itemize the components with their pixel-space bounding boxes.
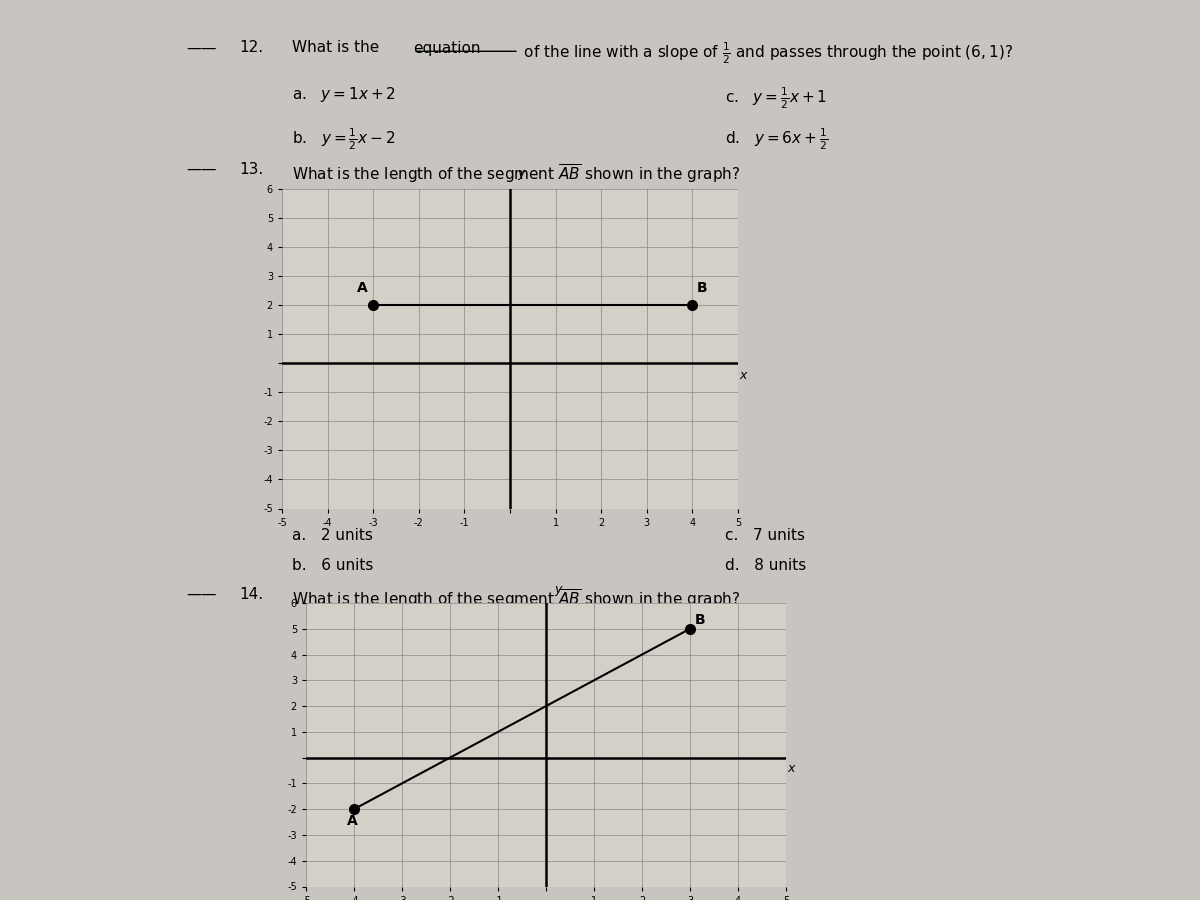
Text: a.   2 units: a. 2 units (292, 528, 373, 544)
Text: 13.: 13. (239, 162, 263, 177)
Text: What is the length of the segment $\overline{AB}$ shown in the graph?: What is the length of the segment $\over… (292, 162, 740, 184)
Text: y: y (554, 582, 562, 596)
Text: ——: —— (186, 40, 217, 56)
Text: x: x (739, 369, 746, 382)
Text: What is the: What is the (292, 40, 384, 56)
Text: b.   6 units: b. 6 units (292, 558, 373, 573)
Text: x: x (787, 761, 794, 775)
Text: 12.: 12. (239, 40, 263, 56)
Text: d.   8 units: d. 8 units (725, 558, 806, 573)
Text: y: y (517, 167, 526, 180)
Text: ——: —— (186, 587, 217, 602)
Text: B: B (695, 613, 706, 626)
Text: ——: —— (186, 162, 217, 177)
Text: c.   7 units: c. 7 units (725, 528, 805, 544)
Text: A: A (347, 814, 358, 828)
Text: b.   $y = \frac{1}{2}x - 2$: b. $y = \frac{1}{2}x - 2$ (292, 126, 395, 151)
Text: 14.: 14. (239, 587, 263, 602)
Text: d.   $y = 6x + \frac{1}{2}$: d. $y = 6x + \frac{1}{2}$ (725, 126, 828, 151)
Text: c.   $y = \frac{1}{2}x + 1$: c. $y = \frac{1}{2}x + 1$ (725, 86, 827, 111)
Text: of the line with a slope of $\frac{1}{2}$ and passes through the point $(6,1)$?: of the line with a slope of $\frac{1}{2}… (518, 40, 1013, 66)
Text: B: B (697, 281, 708, 295)
Text: What is the length of the segment $\overline{AB}$ shown in the graph?: What is the length of the segment $\over… (292, 587, 740, 609)
Text: a.   $y = 1x + 2$: a. $y = 1x + 2$ (292, 86, 396, 104)
Text: A: A (358, 281, 368, 295)
Text: equation: equation (413, 40, 481, 56)
